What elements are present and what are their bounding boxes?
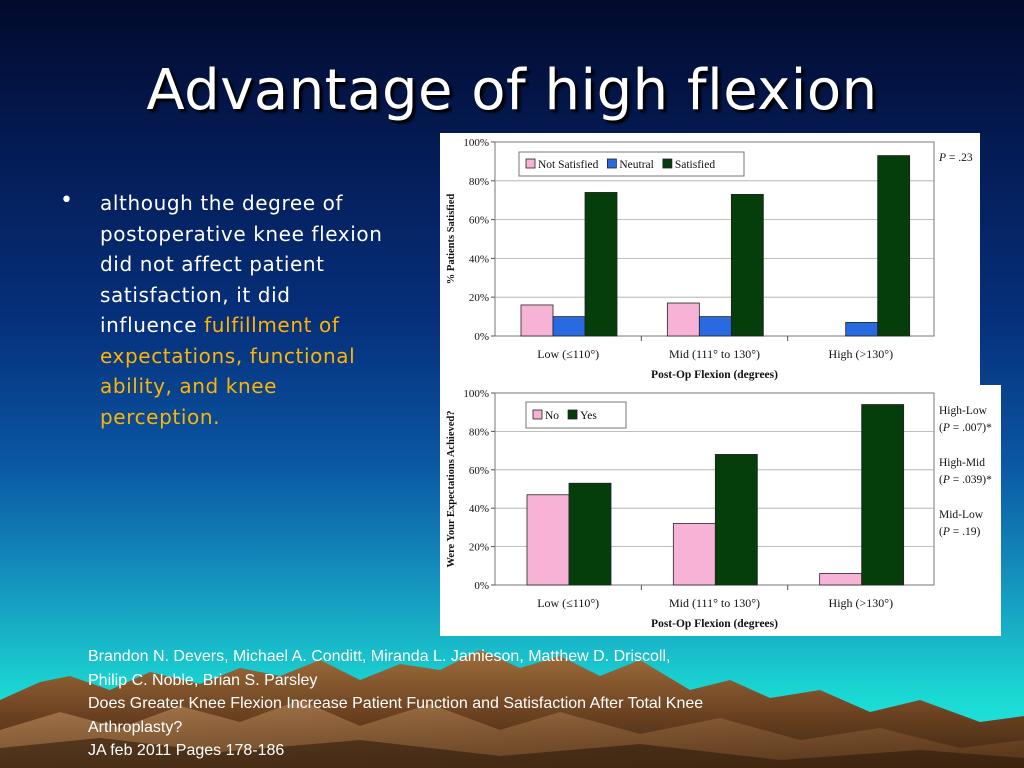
y-tick-label: 40% [469, 253, 489, 265]
bullet-text-highlight: fulfillment of expectations, functional … [100, 313, 356, 429]
bar-satisfied [730, 193, 764, 337]
expectations-chart: 0% 20% 40% 60% 80% 100% Low (≤110°) Mid (111° t… [446, 388, 992, 630]
annotation-pvalue: (P = .039)* [939, 474, 992, 486]
legend-swatch [532, 409, 543, 420]
y-tick-label: 0% [474, 331, 489, 343]
x-tick-label: High (>130°) [829, 596, 894, 610]
y-tick-label: 60% [469, 465, 489, 477]
citation-journal: JA feb 2011 Pages 178-186 [88, 742, 285, 759]
annotation-label: Mid-Low [939, 509, 984, 521]
annotation-label: High-Mid [939, 457, 985, 469]
legend-label: Yes [580, 410, 597, 422]
annotation-pvalue: P = .23 [938, 152, 973, 164]
bar-not-satisfied [520, 304, 554, 337]
bar-yes [568, 482, 612, 586]
legend-swatch [662, 158, 673, 169]
y-tick-label: 80% [469, 176, 489, 188]
citation-title-line2: Arthroplasty? [88, 718, 183, 736]
y-axis-label: % Patients Satisfied [446, 194, 457, 285]
y-tick-label: 80% [469, 426, 489, 438]
bar-neutral [552, 316, 586, 337]
legend-box [518, 151, 745, 177]
bar-satisfied [584, 192, 618, 337]
expectations-chart-panel: 0% 20% 40% 60% 80% 100% Low (≤110°) Mid (111° t… [440, 385, 1001, 636]
x-tick-label: Mid (111° to 130°) [669, 596, 760, 610]
y-tick-label: 20% [469, 542, 489, 554]
bar-neutral [845, 322, 879, 337]
satisfaction-chart: 0% 20% 40% 60% 80% 100% Low (≤110°) Mid (111° t… [446, 137, 973, 381]
legend-swatch [567, 409, 578, 420]
bullet-marker: • [60, 188, 73, 213]
annotation-pvalue: (P = .19) [939, 526, 980, 538]
x-axis-label: Post-Op Flexion (degrees) [651, 618, 778, 630]
bullet-text: although the degree of postoperative kne… [100, 188, 390, 432]
y-tick-label: 20% [469, 292, 489, 304]
bar-not-satisfied [666, 302, 700, 337]
y-tick-label: 0% [474, 580, 489, 592]
x-tick-label: Low (≤110°) [537, 347, 599, 361]
bar-no [672, 523, 716, 586]
annotation-pvalue: (P = .007)* [939, 422, 992, 434]
citation-authors-line1: Brandon N. Devers, Michael A. Conditt, M… [88, 648, 671, 665]
citation: Brandon N. Devers, Michael A. Conditt, M… [88, 645, 948, 763]
satisfaction-chart-panel: 0% 20% 40% 60% 80% 100% Low (≤110°) Mid (111° t… [440, 133, 980, 385]
y-tick-label: 60% [469, 215, 489, 227]
legend-label: Neutral [619, 159, 653, 171]
bar-no [819, 573, 863, 586]
legend-label: No [545, 410, 559, 422]
annotation-label: High-Low [939, 405, 988, 417]
bar-neutral [698, 316, 732, 337]
slide-title: Advantage of high flexion [146, 58, 878, 123]
x-tick-label: Low (≤110°) [537, 596, 599, 610]
bar-yes [861, 404, 905, 586]
bullet-text-plain: although the degree of postoperative kne… [100, 191, 383, 337]
citation-title-line1: Does Greater Knee Flexion Increase Patie… [88, 695, 704, 712]
legend-swatch [606, 158, 617, 169]
x-tick-label: High (>130°) [829, 347, 894, 361]
y-tick-label: 100% [463, 388, 489, 400]
bar-no [526, 494, 570, 586]
x-tick-label: Mid (111° to 130°) [669, 347, 760, 361]
bar-yes [714, 454, 758, 586]
y-tick-label: 100% [463, 137, 489, 149]
y-axis-label: Were Your Expectations Achieved? [446, 410, 457, 567]
legend-label: Not Satisfied [538, 159, 599, 171]
y-tick-label: 40% [469, 503, 489, 515]
bar-satisfied [877, 155, 911, 337]
citation-authors-line2: Philip C. Noble, Brian S. Parsley [88, 671, 318, 689]
legend-label: Satisfied [675, 159, 715, 171]
legend-swatch [525, 158, 536, 169]
x-axis-label: Post-Op Flexion (degrees) [651, 369, 778, 381]
